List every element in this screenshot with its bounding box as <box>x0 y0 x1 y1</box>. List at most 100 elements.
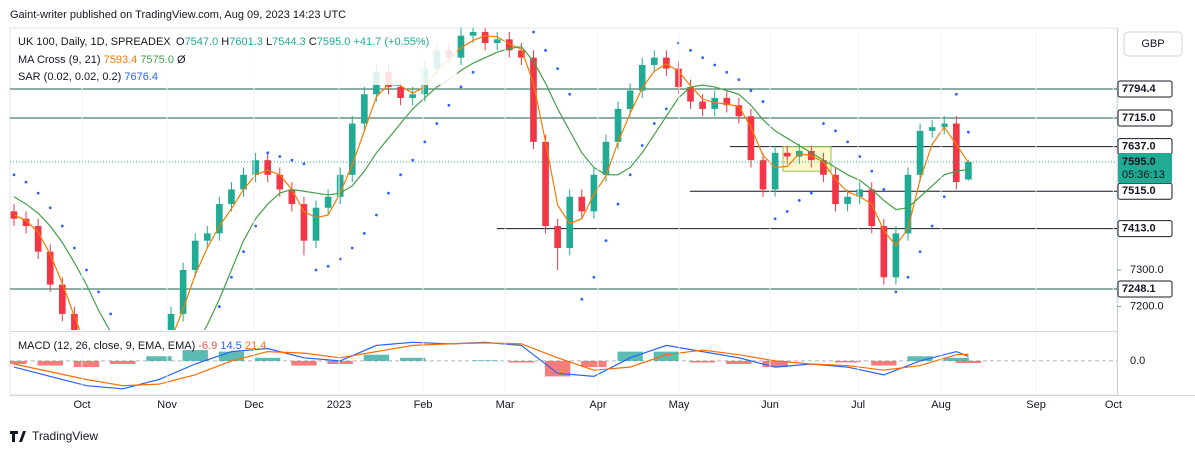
sar-dot <box>930 224 934 228</box>
sar-dot <box>314 268 318 272</box>
sar-legend: SAR (0.02, 0.02, 0.2) 7676.4 <box>18 71 158 83</box>
c: C <box>309 36 317 48</box>
level-label-box <box>1117 220 1173 238</box>
sar-dot <box>894 290 898 294</box>
macd-hist-bar <box>762 360 788 368</box>
macd-hist-bar <box>399 357 426 361</box>
candle-body <box>312 207 320 241</box>
candle-body <box>252 160 259 175</box>
candle-body <box>361 94 368 124</box>
logo-icon <box>10 431 26 442</box>
candle-body <box>167 313 175 330</box>
macd-hist-bar <box>581 360 607 368</box>
ma-slow: 7575.0 <box>140 54 174 66</box>
candle-body <box>638 64 646 91</box>
sar-dot <box>689 48 692 52</box>
candle-body <box>58 284 66 314</box>
sar-dot <box>725 70 729 74</box>
candle-body <box>904 174 912 234</box>
level-label: 7794.4 <box>1122 83 1157 95</box>
candle-body <box>880 226 888 278</box>
x-tick-label: Oct <box>1105 399 1122 411</box>
x-tick-label: Aug <box>931 399 951 411</box>
candle-body <box>940 123 948 128</box>
sar-dot <box>761 100 765 103</box>
macd-hist-bar <box>689 360 716 363</box>
sar-dot <box>737 78 741 82</box>
legend: UK 100, Daily, 1D, SPREADEX O7547.0 H760… <box>12 33 457 352</box>
ma-line <box>13 35 969 330</box>
sar-dot <box>846 140 849 144</box>
ma-title: MA Cross (9, 21) <box>18 54 101 66</box>
sar-dot <box>628 173 632 177</box>
sar-dot <box>664 107 668 111</box>
sar-dot <box>133 430 136 433</box>
candle-body <box>650 57 658 65</box>
candle-body <box>144 361 151 376</box>
candle-body <box>469 32 477 36</box>
candle-body <box>191 240 199 270</box>
sar-dot <box>942 195 946 199</box>
sar-dot <box>266 151 270 155</box>
macd-hist: -6.9 <box>198 340 217 352</box>
countdown: 05:36:13 <box>1122 169 1165 181</box>
macd-pane <box>10 341 1117 390</box>
candle-body <box>868 189 876 227</box>
sar-dot <box>375 213 378 217</box>
last-price-box <box>1118 152 1172 183</box>
macd-title: MACD (12, 26, close, 9, EMA, EMA) <box>18 340 195 352</box>
sar-dot <box>568 92 572 96</box>
sar-dot <box>145 422 148 425</box>
ma-legend: MA Cross (9, 21) 7593.4 7575.0 Ø <box>18 54 186 66</box>
ma-line <box>13 46 969 330</box>
sar-dot <box>749 89 753 92</box>
candle-body <box>216 204 223 234</box>
candle-body <box>614 108 622 142</box>
candle-body <box>131 376 138 424</box>
sar-dot <box>459 85 463 89</box>
sar-dot <box>640 144 644 147</box>
sar-dot <box>556 67 560 71</box>
sar-dot <box>882 188 886 191</box>
candle-body <box>228 189 235 205</box>
sar-dot <box>217 305 221 308</box>
sar-dot <box>362 231 366 235</box>
o: O <box>176 36 185 48</box>
level-label-box <box>1117 80 1173 98</box>
sar-dot <box>338 257 342 261</box>
logo: TradingView <box>10 429 98 443</box>
candle-body <box>832 174 839 205</box>
sar-dot <box>652 122 656 125</box>
candle-body <box>179 269 187 314</box>
x-tick-label: Jul <box>851 399 865 411</box>
candle-body <box>711 97 719 109</box>
candle-body <box>771 152 779 190</box>
macd-hist-bar <box>37 360 63 366</box>
ma-symbol: Ø <box>177 54 186 66</box>
h: H <box>221 36 229 48</box>
sar-dot <box>447 103 451 107</box>
sar-dot <box>809 191 813 195</box>
candle-body <box>663 57 670 69</box>
sar-dot <box>822 122 825 125</box>
sar-dot <box>592 275 596 279</box>
currency-button[interactable] <box>1123 31 1183 57</box>
sar-dot <box>48 206 52 210</box>
candle-body <box>554 226 561 249</box>
candle-body <box>542 141 549 227</box>
macd-hist-bar <box>871 360 897 366</box>
ov: 7547.0 <box>185 36 219 48</box>
sar-dot <box>387 191 390 195</box>
cv: 7595.0 <box>317 36 351 48</box>
sar-dot <box>12 173 16 177</box>
level-label: 7637.0 <box>1122 141 1156 153</box>
candle-body <box>505 39 513 51</box>
macd-hist-bar <box>943 357 970 361</box>
sar-dot <box>906 275 910 279</box>
candle-body <box>602 141 610 175</box>
candle-body <box>493 39 501 44</box>
macd-hist-bar <box>10 360 27 364</box>
sar-dot <box>254 224 258 228</box>
x-tick-label: Dec <box>244 399 264 411</box>
candle-body <box>530 57 537 142</box>
